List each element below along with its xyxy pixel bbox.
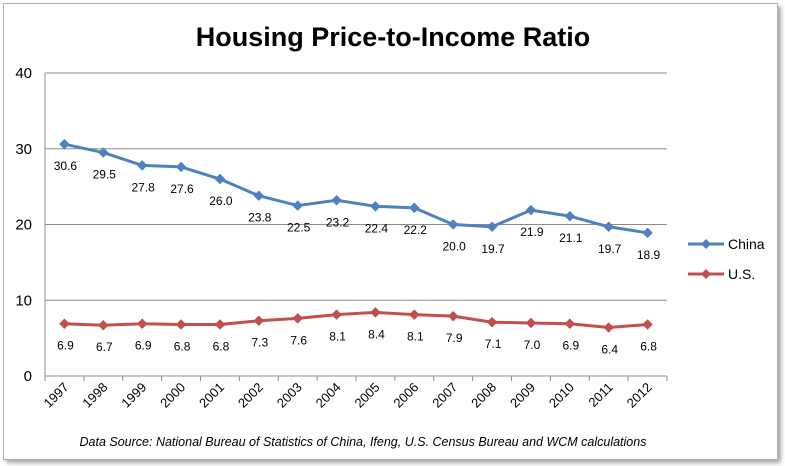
data-point-us — [214, 319, 226, 330]
data-label-us: 6.9 — [57, 339, 74, 353]
data-point-us — [136, 318, 148, 330]
data-label-china: 22.2 — [404, 223, 428, 237]
data-label-china: 27.8 — [132, 180, 156, 194]
data-label-china: 19.7 — [598, 242, 622, 256]
data-point-china — [97, 147, 109, 158]
data-point-china — [408, 202, 420, 214]
label-layer: 30.6 29.5 27.8 27.6 26.0 23.8 22.5 23.2 22.4 22.2… — [54, 159, 661, 356]
x-tick-label-2011: 2011 — [585, 380, 615, 410]
y-tick-label-20: 20 — [15, 217, 32, 234]
x-tick-label-2003: 2003 — [274, 380, 305, 411]
x-tick-label-2007: 2007 — [429, 380, 460, 411]
data-label-china: 18.9 — [637, 248, 661, 262]
data-point-china — [175, 161, 187, 173]
data-label-us: 6.4 — [601, 343, 618, 357]
data-point-us — [370, 307, 381, 318]
data-point-us — [175, 319, 187, 330]
data-point-china — [214, 173, 226, 185]
data-label-china: 20.0 — [443, 240, 467, 254]
data-label-china: 30.6 — [54, 159, 78, 173]
x-tick-label-2000: 2000 — [157, 380, 188, 411]
series-line-china — [64, 142, 648, 235]
axis-layer: 0 10 20 30 40 1997 1998 1999 2000 2001 2002 2003 200… — [15, 65, 668, 411]
x-tick-label-2009: 2009 — [507, 380, 538, 411]
data-point-us — [97, 319, 109, 331]
data-label-china: 21.1 — [559, 231, 583, 245]
legend-marker-us — [701, 269, 711, 279]
data-point-us — [59, 318, 70, 330]
data-label-us: 7.3 — [251, 336, 268, 350]
data-label-china: 19.7 — [481, 242, 505, 256]
y-tick-label-10: 10 — [15, 292, 32, 309]
data-point-china — [331, 194, 342, 206]
data-label-us: 6.8 — [213, 339, 230, 353]
series-layer — [59, 138, 653, 333]
data-point-us — [486, 316, 498, 328]
series-line-us — [64, 310, 648, 330]
data-label-china: 27.6 — [170, 182, 194, 196]
x-tick-label-1998: 1998 — [79, 380, 110, 411]
data-label-us: 8.1 — [329, 330, 346, 344]
data-label-us: 8.1 — [407, 330, 424, 344]
x-tick-label-2005: 2005 — [352, 380, 383, 411]
data-label-us: 7.6 — [290, 333, 307, 347]
data-label-china: 26.0 — [209, 194, 233, 208]
data-label-us: 6.7 — [96, 340, 113, 354]
legend-label-china: China — [728, 236, 765, 252]
data-point-us — [642, 319, 653, 330]
data-point-china — [370, 200, 381, 212]
legend: China U.S. — [688, 236, 765, 282]
y-tick-label-40: 40 — [15, 65, 32, 82]
data-point-china — [564, 210, 576, 222]
data-point-china — [59, 138, 70, 150]
x-tick-label-1997: 1997 — [41, 380, 72, 411]
data-label-us: 6.8 — [174, 339, 191, 353]
data-label-us: 7.9 — [446, 331, 463, 345]
chart-title: Housing Price-to-Income Ratio — [196, 22, 591, 52]
y-tick-label-30: 30 — [15, 141, 32, 158]
data-label-us: 8.4 — [368, 327, 385, 341]
data-label-us: 7.0 — [524, 338, 541, 352]
data-label-us: 6.8 — [640, 339, 657, 353]
data-point-china — [486, 221, 498, 233]
data-label-china: 29.5 — [93, 168, 117, 182]
data-point-us — [253, 315, 265, 327]
data-point-us — [331, 309, 342, 320]
source-note: Data Source: National Bureau of Statisti… — [80, 435, 647, 449]
data-label-china: 22.4 — [365, 221, 389, 235]
data-label-us: 6.9 — [562, 339, 579, 353]
data-point-china — [292, 200, 304, 211]
data-label-us: 6.9 — [135, 339, 152, 353]
data-point-china — [253, 190, 265, 202]
x-tick-label-2012: 2012 — [624, 380, 655, 411]
data-label-china: 22.5 — [287, 221, 311, 235]
data-point-us — [603, 322, 615, 333]
x-tick-label-2004: 2004 — [313, 380, 344, 411]
x-tick-label-2008: 2008 — [468, 380, 499, 411]
data-point-us — [292, 313, 304, 324]
data-point-us — [525, 317, 537, 329]
legend-marker-china — [701, 239, 711, 249]
x-tick-label-1999: 1999 — [118, 380, 149, 411]
data-point-china — [447, 219, 459, 230]
data-point-china — [603, 221, 615, 233]
data-point-china — [525, 204, 537, 216]
x-tick-label-2001: 2001 — [196, 380, 227, 411]
data-label-china: 21.9 — [520, 225, 544, 239]
data-point-china — [136, 160, 148, 171]
data-point-china — [642, 227, 653, 239]
grid-layer — [45, 72, 667, 301]
data-point-us — [447, 310, 459, 322]
data-label-us: 7.1 — [485, 337, 502, 351]
data-label-china: 23.8 — [248, 211, 272, 225]
data-point-us — [564, 318, 576, 330]
x-tick-label-2006: 2006 — [390, 380, 421, 411]
legend-label-us: U.S. — [728, 266, 755, 282]
data-point-us — [408, 309, 420, 320]
y-tick-label-0: 0 — [24, 368, 32, 385]
x-tick-label-2002: 2002 — [235, 380, 266, 411]
x-tick-label-2010: 2010 — [546, 380, 577, 411]
data-label-china: 23.2 — [326, 215, 350, 229]
